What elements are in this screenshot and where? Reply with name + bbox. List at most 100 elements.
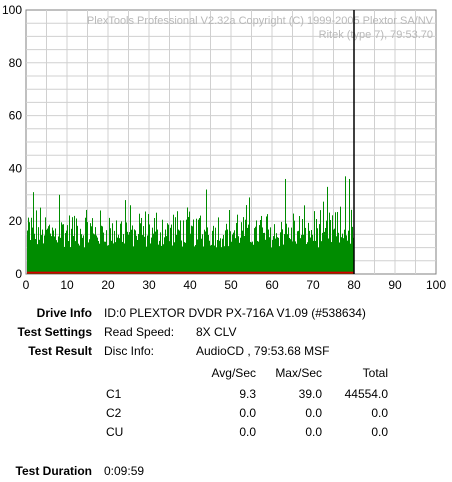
c1-bar xyxy=(272,239,273,274)
c1-bar xyxy=(178,229,179,274)
stats-row-total: 0.0 xyxy=(371,406,388,420)
c1-bar xyxy=(43,243,44,274)
c1-bar xyxy=(201,238,202,274)
c1-bar xyxy=(252,241,253,274)
c1-bar xyxy=(233,232,234,274)
c1-bar xyxy=(101,225,102,274)
c1-bar xyxy=(221,247,222,274)
c1-bar xyxy=(120,223,121,274)
c1-bar xyxy=(214,245,215,274)
c1-bar xyxy=(264,232,265,274)
c1-bar xyxy=(269,237,270,274)
c1-bar xyxy=(123,234,124,274)
c1-bar xyxy=(200,215,201,274)
c1-bar xyxy=(245,219,246,274)
c1-bar xyxy=(228,246,229,274)
c1-bar xyxy=(133,246,134,274)
c1-bar xyxy=(351,209,352,274)
c1-bar xyxy=(53,230,54,274)
c1-bar xyxy=(301,234,302,274)
c1-bar xyxy=(171,224,172,274)
c1-bar xyxy=(113,243,114,274)
c1-bar xyxy=(259,225,260,274)
c1-bar xyxy=(274,224,275,274)
c1-bar xyxy=(307,242,308,274)
c1-bar xyxy=(349,178,350,274)
c1-bar xyxy=(317,228,318,274)
c1-bar xyxy=(297,231,298,274)
stats-row-name: C2 xyxy=(106,406,122,420)
c1-bar xyxy=(260,220,261,274)
c1-bar xyxy=(225,230,226,274)
c1-bar xyxy=(189,211,190,274)
c1-bar xyxy=(112,223,113,274)
c1-bar xyxy=(313,240,314,274)
c1-bar xyxy=(320,210,321,274)
c1-bar xyxy=(158,244,159,274)
stats-row-avg: 0.0 xyxy=(239,425,256,439)
c1-bar xyxy=(75,241,76,274)
y-tick-label: 80 xyxy=(9,56,23,70)
c1-bar xyxy=(170,227,171,274)
c1-bar xyxy=(344,229,345,274)
c1-bar xyxy=(67,225,68,274)
test-result-row: Test Result Disc Info: AudioCD , 79:53.6… xyxy=(0,343,452,359)
c1-bar xyxy=(296,243,297,274)
c1-bar xyxy=(81,234,82,274)
c1-bar xyxy=(139,213,140,274)
c1-bar xyxy=(329,212,330,274)
c1-bar xyxy=(60,237,61,274)
c1-bar xyxy=(142,235,143,274)
c1-bar xyxy=(84,247,85,274)
stats-row-max: 0.0 xyxy=(305,406,322,420)
c1-bar xyxy=(179,230,180,274)
c1-bar xyxy=(188,217,189,274)
c1-bar xyxy=(311,230,312,274)
x-tick-label: 40 xyxy=(183,278,197,292)
c1-bar xyxy=(331,242,332,274)
y-tick-label: 0 xyxy=(15,267,22,281)
c1-bar xyxy=(32,227,33,274)
c1-bar xyxy=(130,205,131,274)
c1-bar xyxy=(185,242,186,274)
c1-bar xyxy=(100,210,101,274)
c1-bar xyxy=(173,214,174,274)
c2-series xyxy=(27,271,354,274)
c1-bar xyxy=(244,235,245,274)
c1-bar xyxy=(193,219,194,274)
x-tick-label: 60 xyxy=(265,278,279,292)
c1-bar xyxy=(250,241,251,274)
c1-bar xyxy=(88,242,89,274)
c2-line xyxy=(27,271,354,274)
c1-bar xyxy=(222,238,223,274)
c1-bar xyxy=(318,247,319,274)
c1-bar xyxy=(293,213,294,274)
test-settings-row: Test Settings Read Speed: 8X CLV xyxy=(0,324,452,340)
disc-info-label: Disc Info: xyxy=(104,344,155,358)
c1-bar xyxy=(63,224,64,274)
c1-bar xyxy=(325,227,326,274)
c1-bar xyxy=(106,230,107,274)
x-tick-label: 30 xyxy=(142,278,156,292)
c1-bar xyxy=(279,246,280,274)
c1-bar xyxy=(116,220,117,274)
c1-bar xyxy=(231,241,232,274)
c1-bar xyxy=(166,236,167,274)
c1-bar xyxy=(304,205,305,274)
c1-bar xyxy=(180,220,181,274)
c1-bar xyxy=(209,240,210,274)
c1-bar xyxy=(218,217,219,274)
c1-bar xyxy=(345,176,346,274)
c1-bar xyxy=(62,224,63,274)
c1-bar xyxy=(295,241,296,274)
x-tick-label: 50 xyxy=(224,278,238,292)
c1-bar xyxy=(49,224,50,274)
c1-bar xyxy=(64,246,65,274)
c1-bar xyxy=(65,233,66,274)
c1-bar xyxy=(352,226,353,274)
stats-row-avg: 0.0 xyxy=(239,406,256,420)
c1-bar xyxy=(288,227,289,274)
c1-bar xyxy=(268,229,269,274)
x-tick-label: 80 xyxy=(347,278,361,292)
c1-bar xyxy=(105,241,106,274)
